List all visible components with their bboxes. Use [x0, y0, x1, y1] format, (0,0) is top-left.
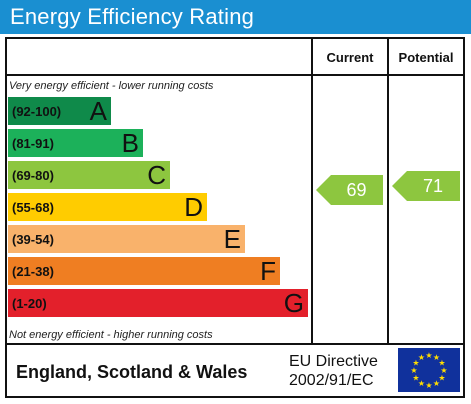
column-divider-potential [387, 37, 389, 343]
column-divider-current [311, 37, 313, 343]
band-c: (69-80) C [8, 160, 170, 190]
current-rating-arrow: 69 [316, 175, 383, 205]
band-letter: A [89, 96, 107, 126]
band-f: (21-38) F [8, 256, 280, 286]
directive-line-2: 2002/91/EC [289, 372, 374, 389]
band-e: (39-54) E [8, 224, 245, 254]
current-rating-value: 69 [346, 180, 367, 200]
eu-star-icon: ★ [410, 366, 417, 375]
eu-star-icon: ★ [438, 359, 445, 368]
band-range: (81-91) [12, 136, 54, 151]
band-letter: E [223, 224, 241, 254]
band-range: (55-68) [12, 200, 54, 215]
current-arrow-shape [316, 175, 383, 205]
header-bar: Energy Efficiency Rating [0, 0, 471, 34]
band-letter: C [147, 160, 166, 190]
eu-star-icon: ★ [425, 381, 432, 390]
potential-rating-arrow: 71 [392, 171, 460, 201]
directive-line-1: EU Directive [289, 353, 378, 370]
band-b: (81-91) B [8, 128, 143, 158]
eu-star-icon: ★ [438, 374, 445, 383]
note-inefficient: Not energy efficient - higher running co… [9, 329, 213, 341]
column-header-potential: Potential [398, 50, 454, 65]
column-header-current: Current [326, 50, 374, 65]
eu-flag-icon: ★ ★ ★ ★ ★ ★ ★ ★ ★ ★ ★ ★ [398, 348, 460, 392]
footer-divider [5, 343, 465, 345]
eu-star-icon: ★ [433, 379, 440, 388]
rating-frame [5, 37, 465, 398]
band-range: (1-20) [12, 296, 47, 311]
band-range: (21-38) [12, 264, 54, 279]
band-letter: G [283, 288, 304, 318]
eu-star-icon: ★ [412, 359, 419, 368]
band-range: (39-54) [12, 232, 54, 247]
eu-star-icon: ★ [440, 366, 447, 375]
band-range: (69-80) [12, 168, 54, 183]
band-range: (92-100) [12, 104, 62, 119]
eu-star-icon: ★ [425, 351, 432, 360]
region-label: England, Scotland & Wales [16, 362, 248, 382]
potential-arrow-fill [392, 171, 460, 201]
eu-star-icon: ★ [418, 353, 425, 362]
band-g: (1-20) G [8, 288, 308, 318]
band-a: (92-100) A [8, 96, 111, 126]
note-efficient: Very energy efficient - lower running co… [9, 80, 214, 92]
potential-arrow-shape [392, 171, 460, 201]
eu-star-icon: ★ [412, 374, 419, 383]
page-title: Energy Efficiency Rating [10, 4, 255, 29]
potential-rating-value: 71 [422, 176, 444, 196]
current-arrow-fill [316, 175, 383, 205]
eu-star-icon: ★ [418, 379, 425, 388]
band-d: (55-68) D [8, 192, 207, 222]
band-letter: F [260, 256, 276, 286]
band-letter: D [184, 192, 203, 222]
eu-flag-stars: ★★★★★★★★★ ★ ★★ [410, 351, 447, 390]
header-row-divider [5, 74, 465, 76]
eu-star-icon: ★ [433, 353, 440, 362]
band-letter: B [121, 128, 139, 158]
eu-directive: EU Directive 2002/91/EC [289, 352, 378, 390]
